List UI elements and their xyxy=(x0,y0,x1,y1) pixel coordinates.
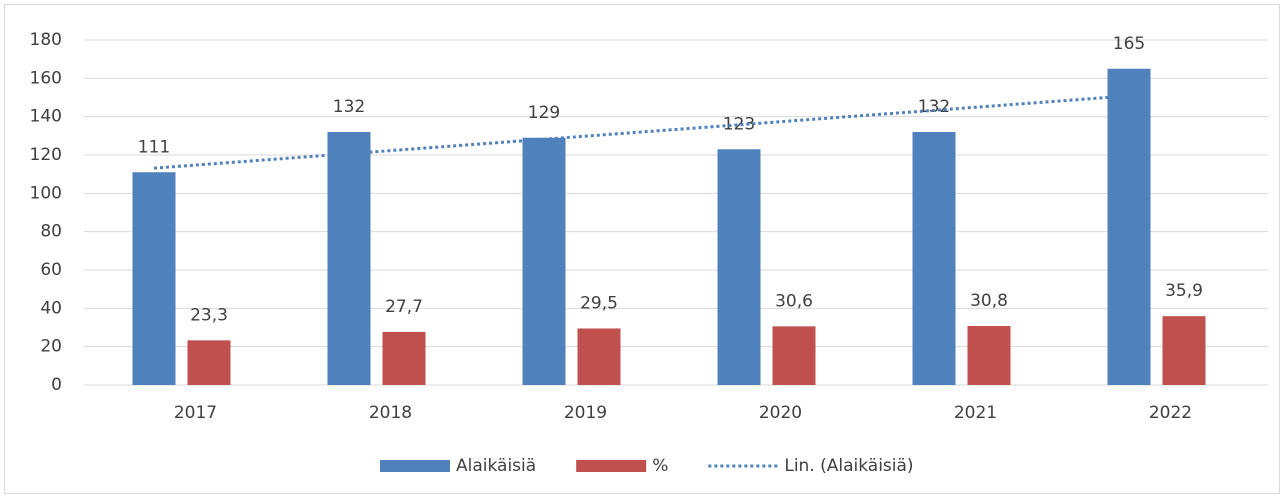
bar xyxy=(382,331,426,385)
legend-label: Alaikäisiä xyxy=(456,456,536,476)
x-tick-label: 2018 xyxy=(369,403,412,423)
y-tick-label: 180 xyxy=(30,30,62,50)
bar xyxy=(187,340,231,385)
bar xyxy=(1162,316,1206,385)
y-tick-label: 120 xyxy=(30,145,62,165)
x-tick-label: 2019 xyxy=(564,403,607,423)
data-label: 132 xyxy=(333,97,365,117)
legend-swatch xyxy=(576,460,647,472)
data-label: 165 xyxy=(1113,34,1145,54)
bar xyxy=(577,328,621,385)
bar xyxy=(912,132,956,385)
y-tick-label: 160 xyxy=(30,68,62,88)
data-label: 35,9 xyxy=(1165,281,1203,301)
bar xyxy=(327,132,371,385)
data-label: 129 xyxy=(528,103,560,123)
data-label: 111 xyxy=(138,137,170,157)
data-label: 23,3 xyxy=(190,305,228,325)
bar xyxy=(522,137,566,385)
data-label: 30,6 xyxy=(775,291,813,311)
data-label: 123 xyxy=(723,114,755,134)
trendline xyxy=(153,94,1130,170)
bar xyxy=(772,326,816,385)
y-tick-label: 60 xyxy=(40,260,62,280)
data-label: 30,8 xyxy=(970,291,1008,311)
legend-label: Lin. (Alaikäisiä) xyxy=(784,456,913,476)
x-tick-label: 2020 xyxy=(759,403,802,423)
y-tick-label: 140 xyxy=(30,107,62,127)
bar xyxy=(132,172,176,385)
chart-frame xyxy=(4,4,1280,494)
legend-swatch xyxy=(380,460,450,472)
y-tick-label: 100 xyxy=(30,183,62,203)
y-tick-label: 80 xyxy=(40,222,62,242)
legend-label: % xyxy=(652,456,668,476)
y-tick-label: 40 xyxy=(40,298,62,318)
y-tick-label: 0 xyxy=(51,375,62,395)
x-tick-label: 2021 xyxy=(954,403,997,423)
bar xyxy=(1107,68,1151,385)
data-label: 27,7 xyxy=(385,297,423,317)
data-label: 132 xyxy=(918,97,950,117)
data-label: 29,5 xyxy=(580,293,618,313)
x-tick-label: 2022 xyxy=(1149,403,1192,423)
x-tick-label: 2017 xyxy=(174,403,217,423)
bar xyxy=(967,325,1011,385)
y-tick-label: 20 xyxy=(40,337,62,357)
bar xyxy=(717,149,761,385)
